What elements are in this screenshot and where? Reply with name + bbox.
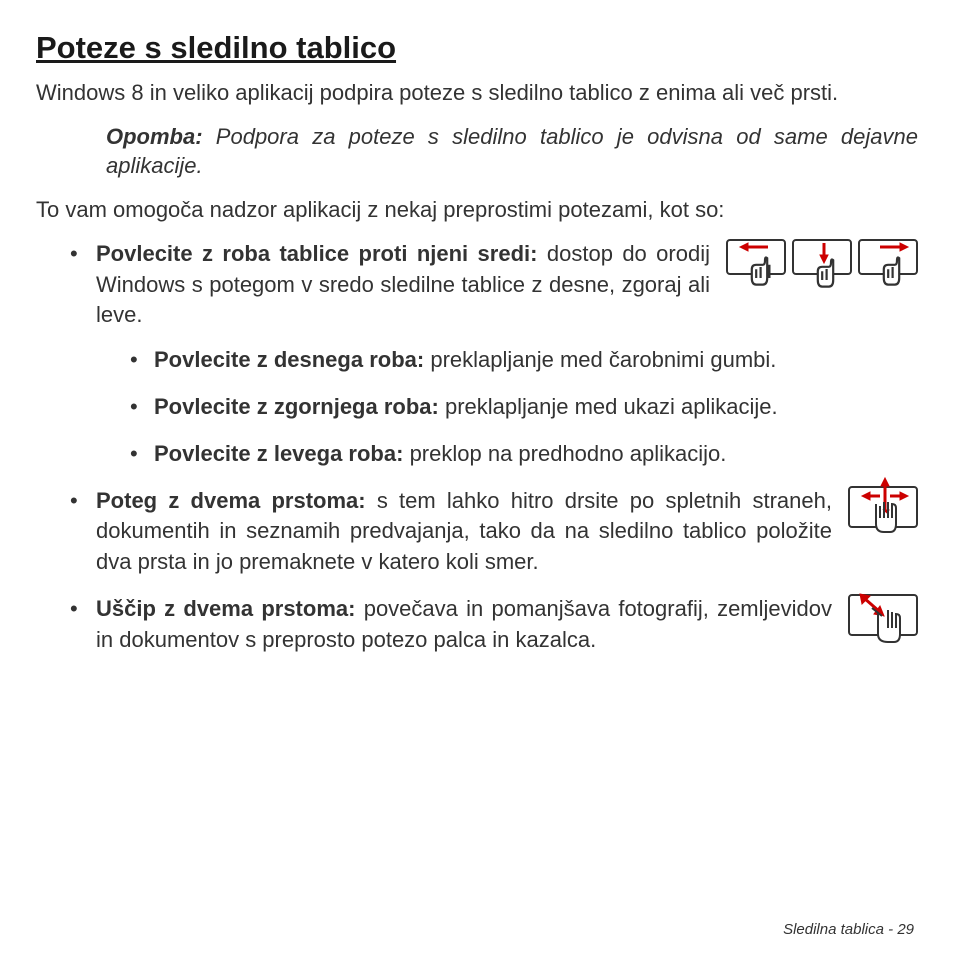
two-finger-drag-icon <box>848 486 918 528</box>
two-finger-pinch-icon <box>848 594 918 636</box>
gesture-list: Povlecite z roba tablice proti njeni sre… <box>66 239 918 656</box>
sub-list: Povlecite z desnega roba: preklapljanje … <box>126 345 918 469</box>
left-bold: Povlecite z levega roba: <box>154 441 403 466</box>
gesture-swipe-down-icon <box>792 239 852 275</box>
list-item-pinch: Uščip z dvema prstoma: povečava in poman… <box>66 594 918 656</box>
two-drag-bold: Poteg z dvema prstoma: <box>96 488 366 513</box>
right-bold: Povlecite z desnega roba: <box>154 347 424 372</box>
gesture-swipe-left-icon <box>726 239 786 275</box>
intro-paragraph: Windows 8 in veliko aplikacij podpira po… <box>36 78 918 108</box>
list-item-edge-swipe: Povlecite z roba tablice proti njeni sre… <box>66 239 918 470</box>
top-bold: Povlecite z zgornjega roba: <box>154 394 439 419</box>
edge-bold: Povlecite z roba tablice proti njeni sre… <box>96 241 537 266</box>
document-page: Poteze s sledilno tablico Windows 8 in v… <box>0 0 954 954</box>
note-label: Opomba: <box>106 124 203 149</box>
lead-paragraph: To vam omogoča nadzor aplikacij z nekaj … <box>36 195 918 225</box>
footer-label: Sledilna tablica - <box>783 921 897 938</box>
pinch-bold: Uščip z dvema prstoma: <box>96 596 355 621</box>
list-item-two-finger-drag: Poteg z dvema prstoma: s tem lahko hitro… <box>66 486 918 578</box>
gesture-swipe-right-icon <box>858 239 918 275</box>
note-text: Podpora za poteze s sledilno tablico je … <box>106 124 918 179</box>
list-item-top-edge: Povlecite z zgornjega roba: preklapljanj… <box>126 392 918 423</box>
note-block: Opomba: Podpora za poteze s sledilno tab… <box>106 122 918 181</box>
page-title: Poteze s sledilno tablico <box>36 30 918 66</box>
left-text: preklop na predhodno aplikacijo. <box>410 441 727 466</box>
page-footer: Sledilna tablica - 29 <box>783 921 914 938</box>
footer-page-number: 29 <box>897 921 914 938</box>
list-item-right-edge: Povlecite z desnega roba: preklapljanje … <box>126 345 918 376</box>
top-text: preklapljanje med ukazi aplikacije. <box>445 394 778 419</box>
edge-swipe-figures <box>726 239 918 275</box>
list-item-left-edge: Povlecite z levega roba: preklop na pred… <box>126 439 918 470</box>
right-text: preklapljanje med čarobnimi gumbi. <box>430 347 776 372</box>
